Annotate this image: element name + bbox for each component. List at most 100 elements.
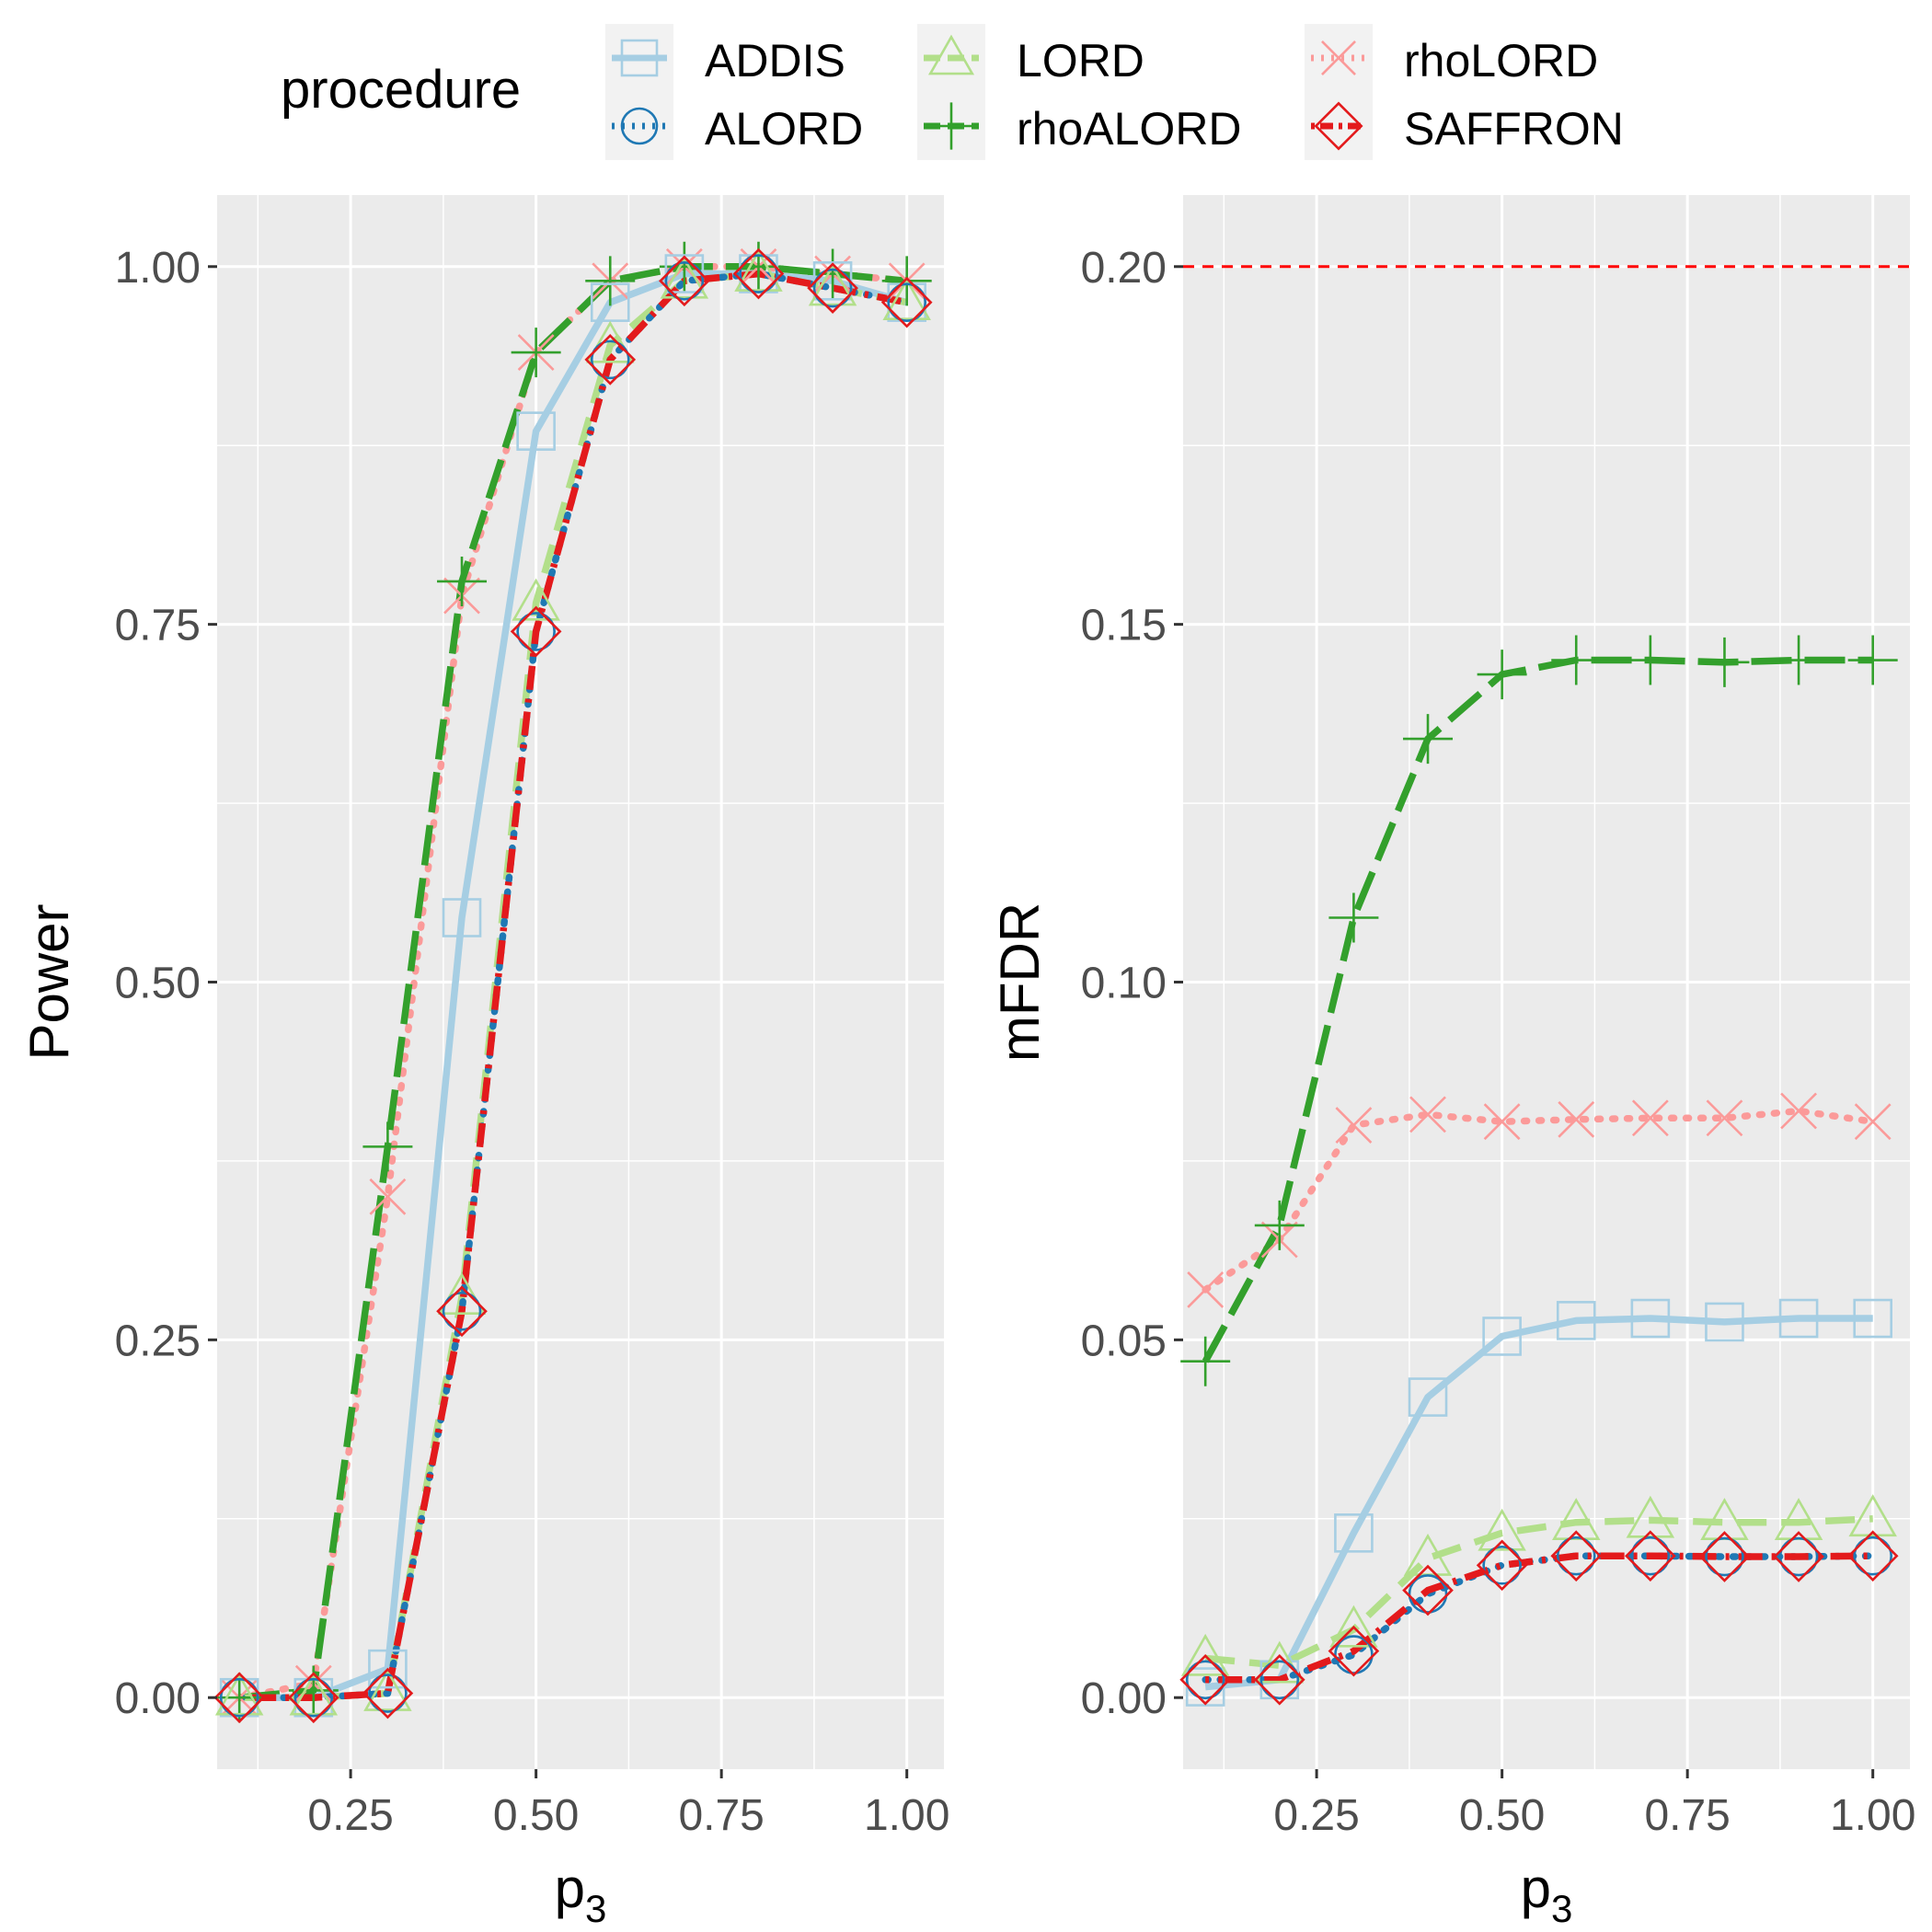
data-point-plus-icon (1180, 1336, 1231, 1386)
data-point-plus-icon (1625, 635, 1675, 685)
data-point-plus-icon (1328, 892, 1379, 943)
legend-item-alord: ALORD (605, 92, 863, 160)
legend-key-cross-icon (1321, 40, 1356, 75)
data-point-square-icon (368, 1649, 408, 1689)
data-point-triangle-icon (1329, 1604, 1378, 1648)
y-axis: 0.00 0.05 0.10 0.15 0.20 (1081, 244, 1183, 1723)
legend-key-bg (605, 92, 673, 160)
data-point-circle-icon (1185, 1660, 1225, 1700)
data-point-plus-icon (585, 256, 636, 306)
data-point-square-icon (590, 282, 630, 322)
x-tick-label: 0.75 (678, 1791, 764, 1840)
data-point-circle-icon (293, 1677, 334, 1718)
series-line-rhoalord (1202, 656, 1873, 1363)
data-point-square-icon (1630, 1298, 1671, 1339)
data-point-triangle-icon (1255, 1640, 1305, 1684)
data-point-square-icon (1556, 1301, 1596, 1340)
data-point-diamond-icon (1328, 1625, 1380, 1677)
data-point-triangle-icon (1848, 1494, 1897, 1537)
x-axis-title: p3 (1521, 1857, 1573, 1930)
y-tick-label: 0.00 (1081, 1674, 1167, 1723)
y-tick-label: 0.20 (1081, 244, 1167, 293)
data-point-plus-icon (1847, 635, 1898, 685)
legend-key-square-icon (620, 39, 659, 77)
data-point-diamond-icon (732, 247, 785, 300)
legend-key-plus-icon (927, 102, 975, 150)
legend-label: rhoLORD (1404, 35, 1598, 86)
data-point-triangle-icon (512, 578, 560, 621)
data-point-diamond-icon (584, 334, 637, 385)
data-point-cross-icon (1558, 1100, 1595, 1138)
legend-key-triangle-icon (927, 34, 975, 75)
data-point-square-icon (1408, 1377, 1448, 1417)
data-point-diamond-icon (659, 255, 710, 307)
data-point-circle-icon (219, 1677, 259, 1718)
series-points-saffron (1179, 1530, 1899, 1706)
data-point-cross-icon (1706, 1099, 1743, 1137)
data-point-plus-icon (1403, 714, 1454, 765)
series-line-rholord (1202, 1107, 1877, 1294)
data-point-circle-icon (1853, 1535, 1892, 1576)
data-point-circle-icon (887, 282, 926, 322)
data-point-plus-icon (362, 1121, 413, 1172)
data-point-circle-icon (1778, 1536, 1819, 1577)
x-axis: 0.25 0.50 0.75 1.00 (1273, 1769, 1915, 1840)
data-point-diamond-icon (1625, 1530, 1676, 1582)
legend-label: ADDIS (705, 35, 845, 86)
data-point-triangle-icon (734, 248, 783, 292)
data-point-diamond-icon (1698, 1531, 1751, 1582)
mfdr-panel: 0.00 0.05 0.10 0.15 0.20 0.25 0.50 0.75 1.00 p3 mF… (989, 195, 1915, 1930)
data-point-cross-icon (1483, 1103, 1521, 1141)
data-point-circle-icon (1630, 1535, 1671, 1576)
data-point-cross-icon (1631, 1099, 1669, 1137)
series-line-rhoalord (238, 263, 908, 1701)
data-point-cross-icon (1409, 1096, 1446, 1133)
series-line-addis (239, 270, 908, 1701)
data-point-square-icon (442, 898, 482, 937)
x-tick-label: 1.00 (1830, 1791, 1915, 1840)
data-point-circle-icon (1705, 1536, 1744, 1577)
y-tick-label: 0.15 (1081, 602, 1167, 650)
data-point-plus-icon (1699, 637, 1750, 687)
y-tick-label: 0.25 (115, 1317, 201, 1365)
data-point-triangle-icon (1478, 1508, 1526, 1551)
x-tick-label: 0.50 (493, 1791, 579, 1840)
data-point-plus-icon (808, 248, 858, 299)
data-point-square-icon (1705, 1302, 1744, 1342)
data-point-circle-icon (1259, 1660, 1300, 1700)
legend-item-rhoalord: rhoALORD (917, 92, 1242, 160)
data-point-plus-icon (1551, 635, 1602, 685)
legend-key-diamond-icon (1314, 101, 1363, 151)
data-point-diamond-icon (510, 605, 562, 658)
y-tick-label: 0.50 (115, 960, 201, 1008)
data-point-diamond-icon (213, 1672, 266, 1724)
y-tick-label: 1.00 (115, 244, 201, 293)
series-points-rhoalord (1180, 635, 1898, 1386)
y-tick-label: 0.05 (1081, 1317, 1167, 1365)
x-axis-title: p3 (555, 1857, 607, 1930)
data-point-circle-icon (442, 1291, 482, 1331)
data-point-square-icon (1334, 1513, 1374, 1553)
data-point-triangle-icon (586, 320, 635, 363)
legend-item-rholord: rhoLORD (1305, 24, 1598, 92)
data-point-diamond-icon (1846, 1530, 1899, 1582)
x-tick-label: 0.25 (1273, 1791, 1359, 1840)
data-point-diamond-icon (1476, 1539, 1528, 1592)
x-tick-label: 0.25 (307, 1791, 393, 1840)
data-point-circle-icon (1482, 1546, 1522, 1585)
series-points-lord (214, 248, 931, 1716)
data-point-diamond-icon (362, 1667, 414, 1719)
y-tick-label: 0.10 (1081, 960, 1167, 1008)
series-points-rhoalord (214, 241, 932, 1723)
data-point-diamond-icon (287, 1672, 339, 1724)
data-point-triangle-icon (1180, 1633, 1230, 1676)
data-point-diamond-icon (1253, 1653, 1305, 1706)
data-point-triangle-icon (214, 1673, 264, 1716)
data-point-triangle-icon (882, 278, 931, 320)
data-point-cross-icon (1854, 1103, 1892, 1141)
data-point-cross-icon (369, 1178, 407, 1215)
x-axis: 0.25 0.50 0.75 1.00 (307, 1769, 949, 1840)
legend-label: ALORD (705, 103, 863, 155)
